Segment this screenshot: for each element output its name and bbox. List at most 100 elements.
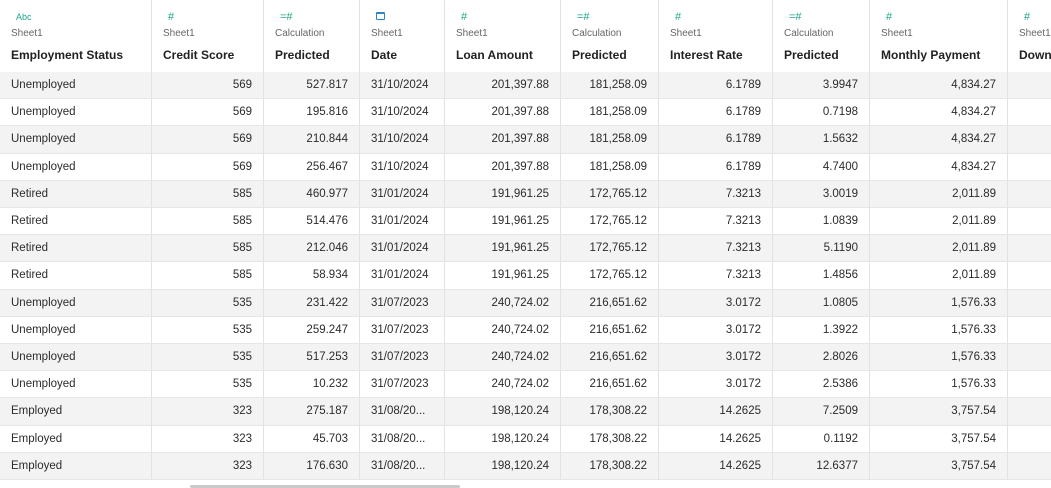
table-cell[interactable]: 3.0172	[659, 344, 773, 371]
table-cell[interactable]: 2,011.89	[870, 208, 1008, 235]
table-row[interactable]: Retired 585 58.934 31/01/2024 191,961.25 172,…	[0, 262, 1051, 290]
table-cell[interactable]: 178,308.22	[561, 452, 659, 479]
table-cell[interactable]: 535	[152, 289, 264, 316]
table-cell[interactable]: 201,397.88	[445, 153, 561, 180]
table-cell[interactable]: 323	[152, 398, 264, 425]
table-cell[interactable]	[1008, 426, 1051, 452]
table-row[interactable]: Unemployed 535 231.422 31/07/2023 240,724.02…	[0, 289, 1051, 317]
table-cell[interactable]: 181,258.09	[561, 72, 659, 99]
table-cell[interactable]: Retired	[0, 208, 152, 235]
table-row[interactable]: Employed 323 45.703 31/08/20... 198,120.24 17…	[0, 425, 1051, 453]
table-cell[interactable]: 181,258.09	[561, 99, 659, 126]
table-cell[interactable]: 527.817	[264, 72, 360, 99]
table-cell[interactable]: 2,011.89	[870, 180, 1008, 207]
table-cell[interactable]	[1008, 72, 1051, 98]
table-cell[interactable]: Retired	[0, 262, 152, 289]
table-cell[interactable]: 4,834.27	[870, 99, 1008, 126]
table-cell[interactable]: 3,757.54	[870, 452, 1008, 479]
table-cell[interactable]: 31/07/2023	[360, 289, 445, 316]
column-header[interactable]: # Sheet1 Down	[1008, 0, 1051, 72]
table-cell[interactable]: 31/01/2024	[360, 262, 445, 289]
table-cell[interactable]: Unemployed	[0, 344, 152, 371]
table-cell[interactable]: 31/08/20...	[360, 452, 445, 479]
table-cell[interactable]: 569	[152, 72, 264, 99]
table-cell[interactable]: 31/08/20...	[360, 398, 445, 425]
table-cell[interactable]: 460.977	[264, 180, 360, 207]
table-cell[interactable]: 212.046	[264, 235, 360, 262]
table-cell[interactable]: 172,765.12	[561, 208, 659, 235]
table-cell[interactable]: Unemployed	[0, 153, 152, 180]
table-cell[interactable]	[1008, 317, 1051, 343]
table-cell[interactable]: 195.816	[264, 99, 360, 126]
table-cell[interactable]	[1008, 181, 1051, 207]
table-cell[interactable]: Unemployed	[0, 72, 152, 99]
table-cell[interactable]: 4,834.27	[870, 153, 1008, 180]
table-cell[interactable]: 6.1789	[659, 99, 773, 126]
table-cell[interactable]	[1008, 235, 1051, 261]
table-cell[interactable]: 6.1789	[659, 126, 773, 153]
table-cell[interactable]: 585	[152, 180, 264, 207]
table-cell[interactable]	[1008, 154, 1051, 180]
table-cell[interactable]: 5.1190	[773, 235, 870, 262]
table-cell[interactable]: 181,258.09	[561, 153, 659, 180]
table-cell[interactable]: 1,576.33	[870, 289, 1008, 316]
table-cell[interactable]	[1008, 126, 1051, 152]
table-cell[interactable]: 2,011.89	[870, 235, 1008, 262]
table-row[interactable]: Unemployed 569 256.467 31/10/2024 201,397.88…	[0, 153, 1051, 181]
table-cell[interactable]: Unemployed	[0, 289, 152, 316]
table-cell[interactable]: 585	[152, 208, 264, 235]
table-cell[interactable]: 201,397.88	[445, 72, 561, 99]
table-cell[interactable]: 7.3213	[659, 262, 773, 289]
table-cell[interactable]: 14.2625	[659, 398, 773, 425]
column-header[interactable]: =# Calculation Predicted	[561, 0, 659, 72]
table-cell[interactable]: 0.7198	[773, 99, 870, 126]
column-header[interactable]: # Sheet1 Monthly Payment	[870, 0, 1008, 72]
table-cell[interactable]: 191,961.25	[445, 208, 561, 235]
table-cell[interactable]: 1,576.33	[870, 344, 1008, 371]
table-cell[interactable]: 1.4856	[773, 262, 870, 289]
table-row[interactable]: Retired 585 212.046 31/01/2024 191,961.25 172…	[0, 235, 1051, 263]
table-cell[interactable]: 0.1192	[773, 425, 870, 452]
table-cell[interactable]: Retired	[0, 180, 152, 207]
table-cell[interactable]	[1008, 208, 1051, 234]
table-cell[interactable]: Employed	[0, 425, 152, 452]
table-cell[interactable]: 569	[152, 126, 264, 153]
table-cell[interactable]: 240,724.02	[445, 344, 561, 371]
table-cell[interactable]: 58.934	[264, 262, 360, 289]
table-cell[interactable]: 191,961.25	[445, 235, 561, 262]
table-cell[interactable]: 178,308.22	[561, 398, 659, 425]
table-cell[interactable]: 31/07/2023	[360, 316, 445, 343]
table-cell[interactable]: 7.2509	[773, 398, 870, 425]
table-cell[interactable]: 31/10/2024	[360, 72, 445, 99]
table-cell[interactable]: 323	[152, 452, 264, 479]
column-header[interactable]: Abc Sheet1 Employment Status	[0, 0, 152, 72]
table-cell[interactable]: 31/07/2023	[360, 371, 445, 398]
table-cell[interactable]: 231.422	[264, 289, 360, 316]
table-cell[interactable]: 201,397.88	[445, 99, 561, 126]
table-cell[interactable]: 198,120.24	[445, 452, 561, 479]
table-cell[interactable]: 517.253	[264, 344, 360, 371]
table-cell[interactable]: 323	[152, 425, 264, 452]
table-cell[interactable]: Unemployed	[0, 371, 152, 398]
column-header[interactable]: # Sheet1 Interest Rate	[659, 0, 773, 72]
table-cell[interactable]: 4,834.27	[870, 72, 1008, 99]
table-cell[interactable]: 10.232	[264, 371, 360, 398]
table-cell[interactable]	[1008, 398, 1051, 424]
table-cell[interactable]	[1008, 290, 1051, 316]
table-cell[interactable]	[1008, 344, 1051, 370]
table-cell[interactable]: 2.8026	[773, 344, 870, 371]
table-cell[interactable]: 240,724.02	[445, 316, 561, 343]
table-cell[interactable]: Unemployed	[0, 126, 152, 153]
table-cell[interactable]: 1.0805	[773, 289, 870, 316]
column-header[interactable]: # Sheet1 Credit Score	[152, 0, 264, 72]
table-cell[interactable]: 256.467	[264, 153, 360, 180]
table-cell[interactable]: 31/01/2024	[360, 235, 445, 262]
table-cell[interactable]: Employed	[0, 398, 152, 425]
table-cell[interactable]: Unemployed	[0, 99, 152, 126]
table-cell[interactable]: 31/07/2023	[360, 344, 445, 371]
table-cell[interactable]: 4.7400	[773, 153, 870, 180]
table-cell[interactable]: 7.3213	[659, 208, 773, 235]
table-cell[interactable]: 191,961.25	[445, 180, 561, 207]
table-cell[interactable]: 216,651.62	[561, 344, 659, 371]
table-cell[interactable]: 172,765.12	[561, 235, 659, 262]
